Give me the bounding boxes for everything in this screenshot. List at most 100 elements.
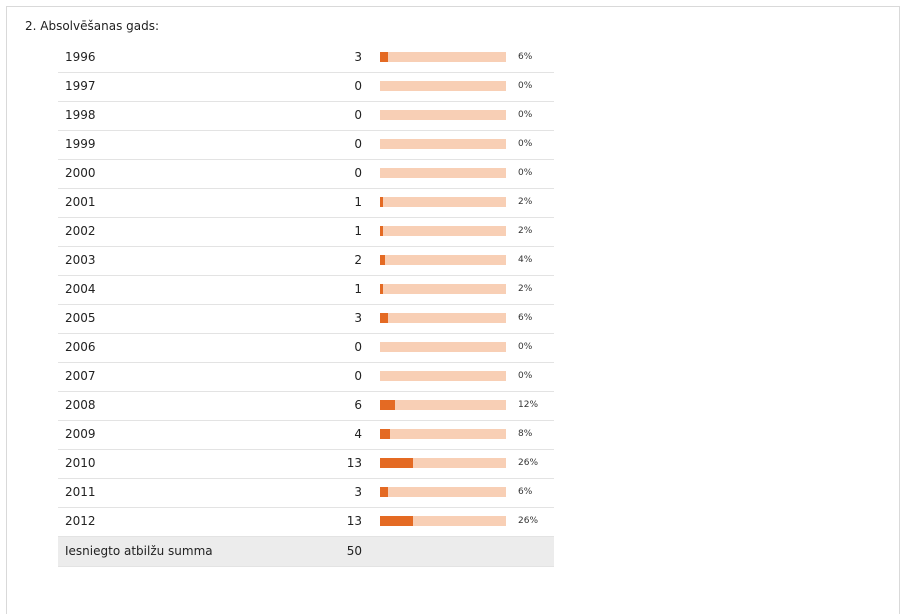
answer-bar-fill	[380, 429, 390, 439]
answer-count: 0	[354, 340, 362, 354]
answer-bar-track	[380, 226, 506, 236]
answer-bar-track	[380, 458, 506, 468]
answer-row: 2011 3 6%	[58, 479, 554, 508]
answer-bar-track	[380, 400, 506, 410]
answer-percent: 6%	[518, 487, 533, 497]
answer-count: 13	[346, 456, 362, 470]
answer-percent: 0%	[518, 139, 533, 149]
answer-bar-fill	[380, 255, 385, 265]
answer-bar-track	[380, 81, 506, 91]
answer-row: 2005 3 6%	[58, 305, 554, 334]
question-title: 2. Absolvēšanas gads:	[25, 19, 160, 33]
answer-count: 3	[354, 485, 362, 499]
answer-percent: 6%	[518, 52, 533, 62]
answer-bar-track	[380, 371, 506, 381]
answer-row: 1997 0 0%	[58, 73, 554, 102]
answer-bar-track	[380, 284, 506, 294]
answer-label: 2007	[65, 369, 96, 383]
answer-bar-fill	[380, 487, 388, 497]
answer-percent: 0%	[518, 342, 533, 352]
total-row: Iesniegto atbilžu summa 50	[58, 537, 554, 567]
results-table: 1996 3 6% 1997 0 0% 1998 0 0% 1999 0 0% 2000 0 0% 2001 1…	[58, 44, 554, 567]
answer-bar-fill	[380, 313, 388, 323]
answer-percent: 2%	[518, 226, 533, 236]
answer-label: 2006	[65, 340, 96, 354]
answer-percent: 6%	[518, 313, 533, 323]
answer-row: 2006 0 0%	[58, 334, 554, 363]
answer-count: 1	[354, 224, 362, 238]
answer-bar-track	[380, 516, 506, 526]
answer-bar-track	[380, 139, 506, 149]
answer-percent: 0%	[518, 371, 533, 381]
answer-count: 2	[354, 253, 362, 267]
answer-bar-track	[380, 429, 506, 439]
answer-row: 2001 1 2%	[58, 189, 554, 218]
answer-count: 1	[354, 195, 362, 209]
answer-count: 0	[354, 108, 362, 122]
answer-percent: 12%	[518, 400, 539, 410]
answer-row: 2008 6 12%	[58, 392, 554, 421]
answer-bar-fill	[380, 197, 383, 207]
total-value: 50	[346, 544, 362, 558]
answer-label: 2005	[65, 311, 96, 325]
answer-row: 2004 1 2%	[58, 276, 554, 305]
answer-row: 2000 0 0%	[58, 160, 554, 189]
answer-bar-track	[380, 342, 506, 352]
answer-count: 1	[354, 282, 362, 296]
answer-percent: 0%	[518, 81, 533, 91]
answer-row: 1996 3 6%	[58, 44, 554, 73]
answer-count: 6	[354, 398, 362, 412]
answer-bar-track	[380, 197, 506, 207]
answer-label: 2003	[65, 253, 96, 267]
answer-label: 2004	[65, 282, 96, 296]
answer-bar-fill	[380, 516, 413, 526]
results-rows: 1996 3 6% 1997 0 0% 1998 0 0% 1999 0 0% 2000 0 0% 2001 1…	[58, 44, 554, 537]
answer-count: 0	[354, 369, 362, 383]
answer-bar-fill	[380, 458, 413, 468]
answer-count: 4	[354, 427, 362, 441]
answer-percent: 2%	[518, 284, 533, 294]
answer-row: 2010 13 26%	[58, 450, 554, 479]
answer-label: 1997	[65, 79, 96, 93]
answer-bar-track	[380, 255, 506, 265]
answer-label: 2001	[65, 195, 96, 209]
answer-label: 1999	[65, 137, 96, 151]
answer-row: 2007 0 0%	[58, 363, 554, 392]
answer-label: 1996	[65, 50, 96, 64]
answer-count: 0	[354, 166, 362, 180]
answer-bar-track	[380, 487, 506, 497]
answer-percent: 0%	[518, 110, 533, 120]
answer-count: 0	[354, 79, 362, 93]
answer-count: 0	[354, 137, 362, 151]
answer-row: 1999 0 0%	[58, 131, 554, 160]
answer-percent: 0%	[518, 168, 533, 178]
answer-count: 3	[354, 50, 362, 64]
answer-label: 2002	[65, 224, 96, 238]
answer-bar-fill	[380, 52, 388, 62]
answer-row: 2009 4 8%	[58, 421, 554, 450]
answer-bar-fill	[380, 226, 383, 236]
answer-bar-track	[380, 52, 506, 62]
answer-label: 2011	[65, 485, 96, 499]
answer-percent: 4%	[518, 255, 533, 265]
answer-bar-track	[380, 313, 506, 323]
answer-label: 2012	[65, 514, 96, 528]
answer-count: 13	[346, 514, 362, 528]
answer-percent: 8%	[518, 429, 533, 439]
answer-percent: 2%	[518, 197, 533, 207]
answer-label: 2000	[65, 166, 96, 180]
answer-row: 1998 0 0%	[58, 102, 554, 131]
answer-row: 2002 1 2%	[58, 218, 554, 247]
answer-label: 1998	[65, 108, 96, 122]
answer-bar-fill	[380, 400, 395, 410]
total-label: Iesniegto atbilžu summa	[65, 544, 213, 558]
answer-percent: 26%	[518, 516, 539, 526]
answer-label: 2009	[65, 427, 96, 441]
answer-label: 2010	[65, 456, 96, 470]
answer-label: 2008	[65, 398, 96, 412]
question-panel: 2. Absolvēšanas gads: 1996 3 6% 1997 0 0% 1998…	[6, 6, 900, 614]
answer-row: 2003 2 4%	[58, 247, 554, 276]
answer-count: 3	[354, 311, 362, 325]
answer-percent: 26%	[518, 458, 539, 468]
answer-row: 2012 13 26%	[58, 508, 554, 537]
